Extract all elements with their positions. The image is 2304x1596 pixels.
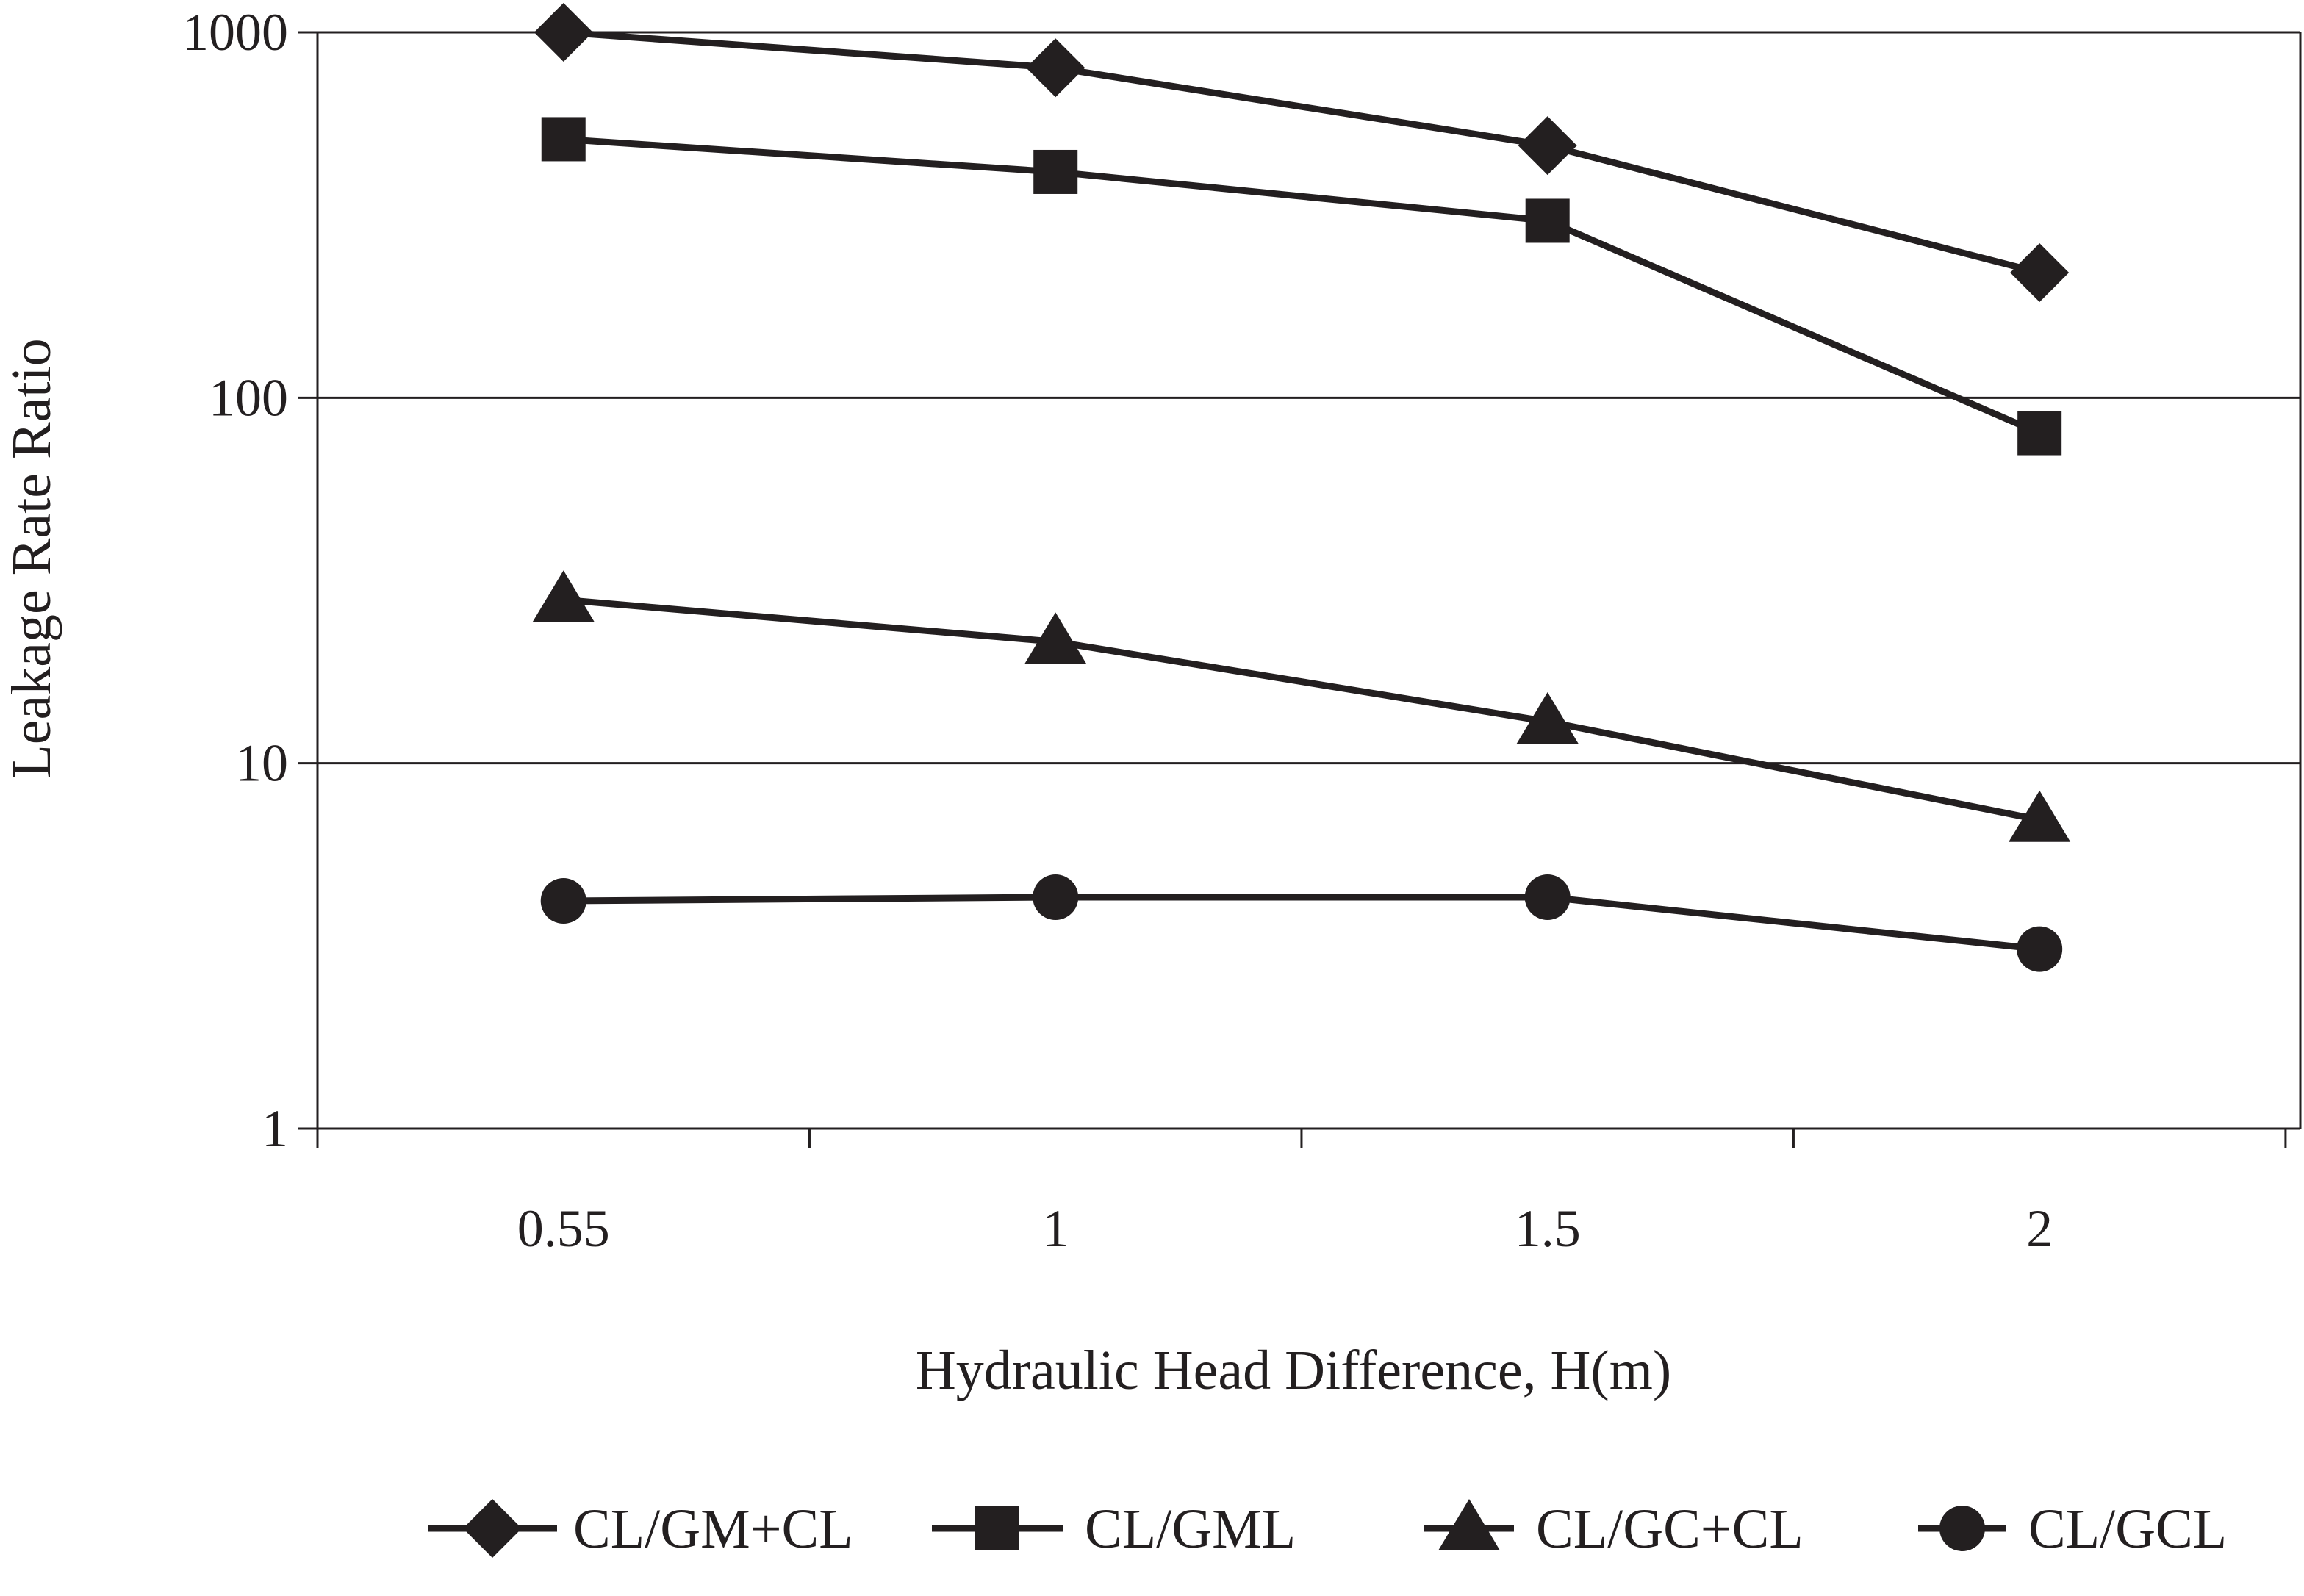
data-point (1525, 198, 1570, 243)
data-point (1524, 874, 1571, 920)
x-tick-label: 2 (2026, 1199, 2053, 1258)
y-tick-label: 1000 (182, 3, 288, 62)
series-line (563, 596, 2041, 824)
data-point (1516, 691, 1579, 744)
gridlines (317, 31, 2300, 765)
data-point (1024, 612, 1087, 664)
series-circle (540, 874, 2063, 972)
data-point (1033, 874, 1079, 920)
data-point (2017, 926, 2063, 972)
legend-label: CL/GCL (2028, 1498, 2227, 1560)
data-point (540, 878, 586, 924)
legend-label: CL/GM+CL (573, 1498, 853, 1560)
series-line (563, 135, 2041, 436)
series-square (541, 117, 2062, 456)
y-tick-label: 100 (209, 368, 288, 427)
legend-marker (975, 1506, 1019, 1550)
series-group (532, 3, 2071, 972)
data-point (2009, 790, 2071, 842)
data-point (532, 570, 595, 622)
data-point (1518, 116, 1577, 176)
legend-item: CL/GM+CL (428, 1498, 853, 1560)
x-tick-label: 1.5 (1515, 1199, 1581, 1258)
series-triangle (532, 570, 2071, 842)
legend-marker (1939, 1506, 1985, 1551)
x-axis-title: Hydraulic Head Difference, H(m) (916, 1340, 1671, 1401)
series-line (563, 894, 2040, 953)
legend-item: CL/GC+CL (1424, 1498, 1804, 1560)
axes: 1 10 100 1000 0.55 1 1.5 2 (182, 3, 2302, 1258)
x-tick-label: 1 (1042, 1199, 1069, 1258)
data-point (534, 3, 593, 62)
data-point (2017, 411, 2062, 456)
y-axis-title: Leakage Rate Ratio (1, 338, 62, 778)
y-tick-label: 1 (262, 1099, 288, 1158)
legend-marker (463, 1499, 522, 1558)
data-point (1033, 149, 1078, 194)
legend-item: CL/GML (932, 1498, 1296, 1560)
x-tick-label: 0.55 (517, 1199, 610, 1258)
series-line (563, 29, 2041, 276)
legend-marker (1438, 1499, 1500, 1550)
y-tick-label: 10 (235, 734, 288, 793)
data-point (1026, 38, 1085, 98)
series-diamond (534, 3, 2070, 303)
legend-item: CL/GCL (1918, 1498, 2227, 1560)
data-point (541, 117, 586, 162)
legend: CL/GM+CL CL/GML CL/GC+CL CL/GCL (428, 1498, 2227, 1560)
legend-label: CL/GML (1085, 1498, 1296, 1560)
data-point (2010, 243, 2070, 303)
legend-label: CL/GC+CL (1536, 1498, 1804, 1560)
